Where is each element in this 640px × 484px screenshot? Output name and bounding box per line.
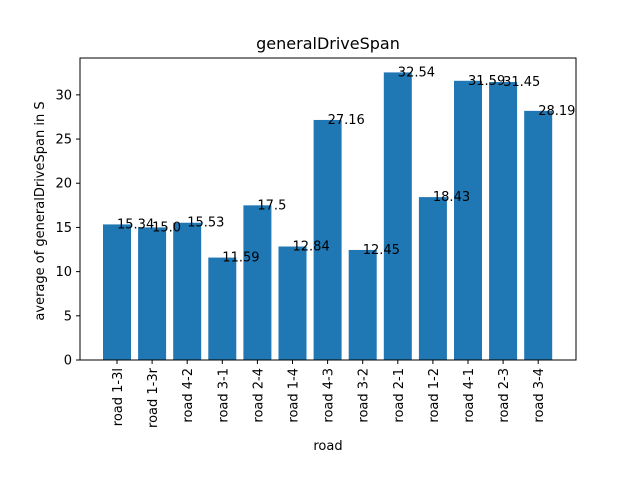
plot-frame: [79, 57, 577, 361]
value-label: 12.45: [363, 243, 400, 258]
chart-title: generalDriveSpan: [256, 34, 400, 53]
x-axis-label: road: [313, 439, 342, 454]
value-label: 27.16: [328, 113, 365, 128]
bar: [243, 205, 272, 360]
value-label: 32.54: [398, 65, 435, 80]
bar: [348, 249, 377, 360]
x-tick-label: road 1-2: [427, 368, 442, 423]
y-axis-label: average of generalDriveSpan in S: [33, 101, 48, 320]
y-tick-label: 30: [55, 88, 72, 103]
x-tick-label: road 3-4: [532, 368, 547, 423]
x-tick-label: road 3-1: [216, 368, 231, 423]
value-label: 31.45: [503, 75, 540, 90]
x-tick-label: road 4-3: [322, 368, 337, 423]
x-tick-label: road 1-3l: [111, 368, 126, 426]
bar: [173, 222, 202, 360]
value-label: 11.59: [222, 251, 259, 266]
bar: [489, 82, 518, 361]
bar: [103, 224, 131, 360]
x-axis-ticks: road 1-3l road 1-3r road 4-2 road 3-1 road 2…: [111, 360, 547, 428]
x-tick-label: road 4-1: [462, 368, 477, 423]
y-axis-ticks: 0 5 10 15 20 25 30: [55, 88, 80, 369]
x-tick-label: road 2-3: [497, 368, 512, 423]
x-tick-label: road 3-2: [357, 368, 372, 423]
bars: [103, 72, 553, 361]
bar: [383, 72, 412, 361]
y-tick-label: 15: [55, 221, 72, 236]
bar: [138, 227, 167, 360]
x-tick-label: road 2-4: [251, 368, 266, 423]
value-label: 15.0: [152, 220, 181, 235]
value-label: 17.5: [257, 198, 286, 213]
x-tick-label: road 1-3r: [146, 367, 161, 428]
x-tick-label: road 1-4: [287, 368, 302, 423]
value-label: 12.84: [293, 240, 330, 255]
value-label: 15.34: [117, 217, 154, 232]
value-label: 18.43: [433, 190, 470, 205]
bar: [208, 257, 237, 360]
x-tick-label: road 2-1: [392, 368, 407, 423]
y-tick-label: 25: [55, 133, 72, 148]
y-tick-label: 10: [55, 265, 72, 280]
value-label: 28.19: [538, 104, 575, 119]
bar: [313, 119, 342, 361]
y-tick-label: 5: [64, 309, 72, 324]
bar: [524, 110, 553, 361]
bar: [418, 197, 447, 360]
y-tick-label: 0: [64, 354, 72, 369]
bar: [278, 246, 307, 360]
x-tick-label: road 4-2: [181, 368, 196, 423]
bar: [454, 80, 482, 360]
y-tick-label: 20: [55, 177, 72, 192]
value-label: 31.59: [468, 74, 505, 89]
value-label: 15.53: [187, 216, 224, 231]
